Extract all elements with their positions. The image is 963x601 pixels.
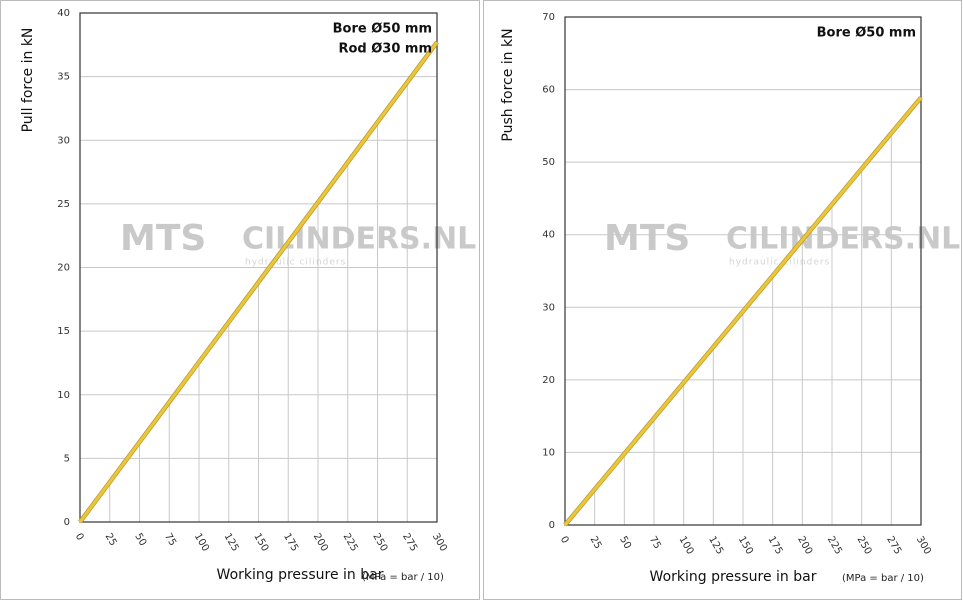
annotation: Rod Ø30 mm bbox=[338, 42, 432, 57]
y-axis-title: Pull force in kN bbox=[20, 28, 36, 133]
x-tick-label: 300 bbox=[430, 532, 449, 554]
x-tick-label: 25 bbox=[587, 535, 603, 552]
y-axis-title: Push force in kN bbox=[500, 28, 516, 141]
watermark: MTS bbox=[604, 218, 690, 259]
x-tick-label: 275 bbox=[400, 532, 419, 554]
x-tick-label: 75 bbox=[647, 535, 663, 552]
panel-frame bbox=[0, 0, 480, 600]
x-tick-label: 150 bbox=[736, 535, 755, 557]
x-tick-label: 150 bbox=[251, 532, 270, 554]
x-tick-label: 200 bbox=[795, 535, 814, 557]
y-tick-label: 40 bbox=[542, 230, 555, 241]
y-tick-label: 40 bbox=[57, 8, 70, 19]
annotation: Bore Ø50 mm bbox=[333, 22, 432, 37]
x-tick-label: 100 bbox=[676, 535, 695, 557]
x-tick-label: 50 bbox=[617, 535, 633, 552]
y-tick-label: 20 bbox=[542, 375, 555, 386]
x-tick-label: 100 bbox=[192, 532, 211, 554]
x-tick-label: 125 bbox=[222, 532, 241, 554]
y-tick-label: 10 bbox=[57, 390, 70, 401]
y-tick-label: 15 bbox=[57, 326, 70, 337]
x-tick-label: 175 bbox=[281, 532, 300, 554]
x-axis-note: (MPa = bar / 10) bbox=[362, 572, 444, 583]
plot-frame bbox=[79, 12, 438, 523]
x-tick-label: 125 bbox=[706, 535, 725, 557]
annotation: Bore Ø50 mm bbox=[817, 26, 916, 41]
x-tick-label: 200 bbox=[311, 532, 330, 554]
y-tick-label: 0 bbox=[549, 520, 555, 531]
x-tick-label: 275 bbox=[884, 535, 903, 557]
y-tick-label: 5 bbox=[64, 453, 70, 464]
x-tick-label: 175 bbox=[765, 535, 784, 557]
x-tick-label: 300 bbox=[914, 535, 933, 557]
x-axis-note: (MPa = bar / 10) bbox=[842, 573, 924, 584]
x-tick-label: 0 bbox=[558, 535, 571, 546]
x-tick-label: 225 bbox=[825, 535, 844, 557]
line bbox=[78, 41, 439, 523]
y-tick-label: 60 bbox=[542, 85, 555, 96]
y-tick-label: 30 bbox=[57, 135, 70, 146]
x-tick-label: 75 bbox=[162, 532, 178, 549]
watermark: hydraulic cilinders bbox=[245, 258, 346, 268]
panel-frame bbox=[483, 0, 962, 600]
y-tick-label: 70 bbox=[542, 12, 555, 23]
watermark: hydraulic cilinders bbox=[729, 258, 830, 268]
y-tick-label: 10 bbox=[542, 447, 555, 458]
y-tick-label: 30 bbox=[542, 302, 555, 313]
line bbox=[563, 96, 923, 526]
y-tick-label: 20 bbox=[57, 263, 70, 274]
y-tick-label: 25 bbox=[57, 199, 70, 210]
x-tick-label: 250 bbox=[854, 535, 873, 557]
y-tick-label: 0 bbox=[64, 517, 70, 528]
watermark: MTS bbox=[120, 218, 206, 259]
x-tick-label: 250 bbox=[370, 532, 389, 554]
x-tick-label: 25 bbox=[103, 532, 119, 549]
x-axis-title: Working pressure in bar bbox=[650, 569, 817, 585]
watermark: CILINDERS.NL bbox=[242, 222, 476, 257]
y-tick-label: 50 bbox=[542, 157, 555, 168]
watermark: CILINDERS.NL bbox=[726, 222, 960, 257]
x-axis-title: Working pressure in bar bbox=[217, 567, 384, 583]
y-tick-label: 35 bbox=[57, 72, 70, 83]
x-tick-label: 0 bbox=[73, 532, 86, 543]
x-tick-label: 50 bbox=[132, 532, 148, 549]
plot-frame bbox=[564, 16, 922, 526]
x-tick-label: 225 bbox=[341, 532, 360, 554]
